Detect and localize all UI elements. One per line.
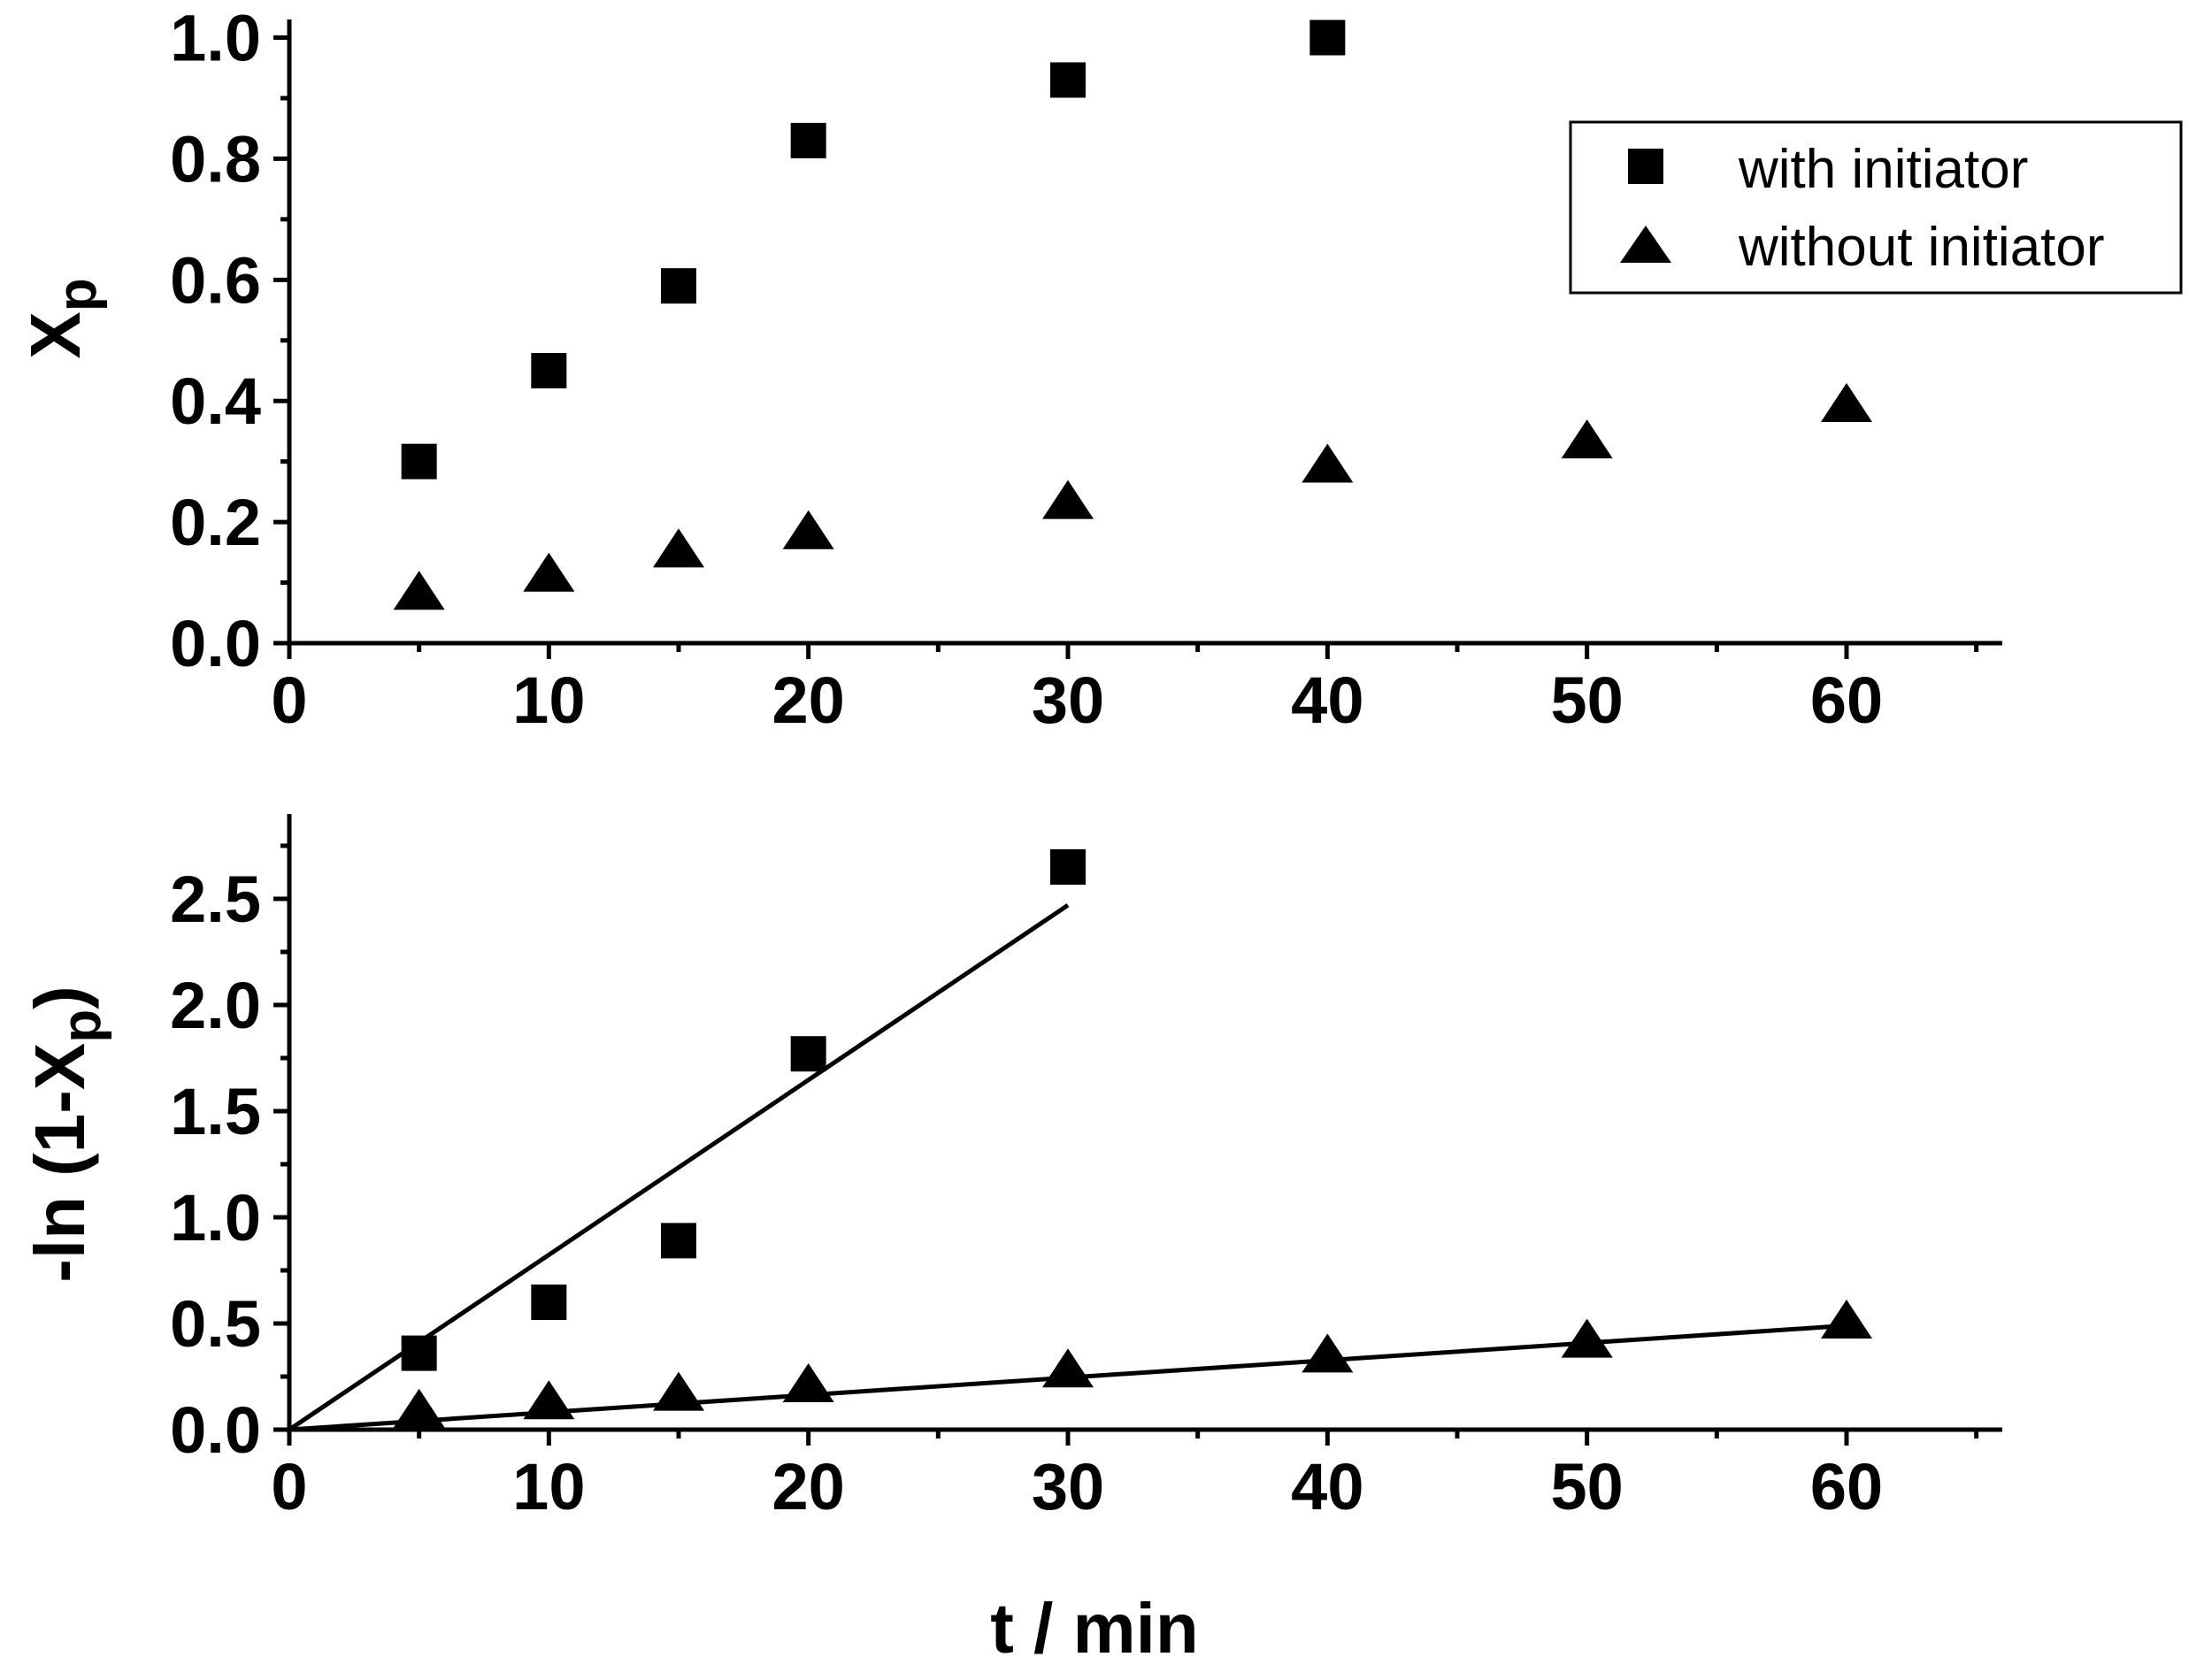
legend-box [1569, 120, 2183, 295]
square-point [1309, 19, 1346, 56]
square-point [531, 1285, 567, 1320]
bottom-y-axis-label-suffix: ) [20, 986, 99, 1009]
x-tick-label: 50 [1551, 664, 1624, 737]
x-tick-label: 60 [1810, 1450, 1883, 1523]
x-tick-label: 10 [512, 664, 585, 737]
kinetics-panel: 0 10 20 30 40 50 60 0.0 0.5 1.0 1.5 2.0 2.5 -ln (1-X… [20, 814, 2002, 1668]
top-data-points [393, 19, 1872, 610]
triangle-point [1042, 1348, 1094, 1388]
bottom-data-points [393, 849, 1872, 1428]
square-point [790, 122, 826, 158]
triangle-point [393, 571, 445, 610]
legend-square-marker [1628, 149, 1663, 184]
y-tick-label: 1.0 [170, 2, 261, 75]
x-tick-label: 40 [1291, 664, 1363, 737]
triangle-point [1561, 1318, 1613, 1358]
square-point [1050, 849, 1086, 885]
conversion-panel: 0 10 20 30 40 50 60 0.0 0.2 0.4 0.6 0.8 1.0 Xp with … [16, 2, 2183, 737]
y-tick-label: 0.0 [170, 607, 261, 680]
top-axes [287, 19, 2002, 646]
y-tick-label: 0.8 [170, 122, 261, 196]
triangle-point [653, 1371, 704, 1411]
bottom-y-axis-label-main: -ln (1-X [20, 1043, 99, 1283]
triangle-point [782, 510, 834, 549]
legend-label-with-initiator: with initiator [1738, 139, 2028, 200]
x-tick-label: 20 [772, 1450, 845, 1523]
triangle-point [1821, 1300, 1872, 1339]
x-tick-label: 50 [1551, 1450, 1624, 1523]
square-point [401, 443, 437, 479]
square-point [531, 352, 567, 388]
bottom-tick-labels: 0 10 20 30 40 50 60 0.0 0.5 1.0 1.5 2.0 2.5 [170, 863, 1883, 1523]
x-tick-label: 30 [1032, 1450, 1104, 1523]
top-y-axis-label-main: X [16, 311, 95, 358]
triangle-point [1302, 443, 1354, 483]
x-tick-label: 40 [1291, 1450, 1363, 1523]
triangle-point [1042, 479, 1094, 519]
triangle-point [393, 1388, 445, 1428]
x-tick-label: 60 [1810, 664, 1883, 737]
y-tick-label: 0.5 [170, 1287, 261, 1361]
x-tick-label: 0 [271, 1450, 307, 1523]
x-tick-label: 10 [512, 1450, 585, 1523]
y-tick-label: 0.0 [170, 1393, 261, 1467]
x-tick-label: 0 [271, 664, 307, 737]
square-point [1050, 62, 1086, 98]
bottom-axis-ticks [273, 843, 1979, 1446]
triangle-point [523, 552, 575, 592]
x-tick-label: 20 [772, 664, 845, 737]
bottom-y-axis-label-subscript: p [51, 1009, 112, 1043]
top-y-axis-label: Xp [16, 278, 108, 358]
triangle-point [1302, 1333, 1354, 1373]
legend: with initiator without initiator [1569, 120, 2183, 295]
y-tick-label: 0.6 [170, 243, 261, 317]
y-tick-label: 2.5 [170, 863, 261, 936]
triangle-point [1821, 383, 1872, 423]
legend-triangle-marker [1620, 226, 1671, 263]
square-point [790, 1036, 826, 1072]
square-point [661, 1223, 696, 1259]
square-point [401, 1335, 437, 1371]
y-tick-label: 1.0 [170, 1181, 261, 1254]
triangle-point [523, 1380, 575, 1420]
x-tick-label: 30 [1032, 664, 1104, 737]
triangle-point [1561, 419, 1613, 459]
bottom-y-axis-label: -ln (1-Xp) [20, 986, 112, 1283]
top-y-axis-label-subscript: p [47, 278, 108, 311]
bottom-axes [287, 814, 2002, 1432]
legend-label-without-initiator: without initiator [1738, 217, 2105, 278]
square-point [661, 268, 696, 304]
y-tick-label: 1.5 [170, 1075, 261, 1148]
y-tick-label: 0.2 [170, 486, 261, 559]
top-tick-labels: 0 10 20 30 40 50 60 0.0 0.2 0.4 0.6 0.8 1.0 [170, 2, 1883, 737]
triangle-point [653, 528, 704, 568]
y-tick-label: 0.4 [170, 364, 261, 438]
triangle-point [782, 1363, 834, 1402]
y-tick-label: 2.0 [170, 969, 261, 1042]
x-axis-label: t / min [990, 1589, 1199, 1668]
